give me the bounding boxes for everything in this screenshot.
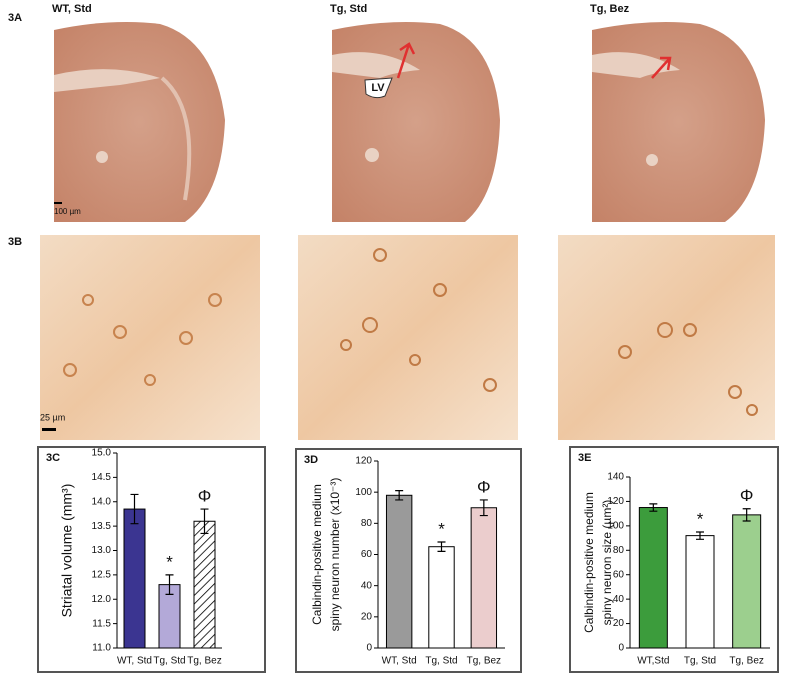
- bar: [385, 494, 413, 649]
- error-bar: [130, 493, 139, 525]
- y-tick-label: 20: [613, 618, 625, 629]
- y-tick-label: 140: [607, 472, 624, 483]
- y-tick-label: 40: [613, 594, 625, 605]
- y-tick-label: 13.0: [92, 545, 112, 556]
- micrograph: [558, 235, 775, 440]
- y-axis-label: Striatal volume (mm³): [59, 484, 75, 618]
- x-tick-label: Tg, Std: [684, 656, 716, 667]
- x-tick-label: WT, Std: [382, 656, 417, 667]
- significance-marker: *: [166, 552, 173, 571]
- y-tick-label: 14.5: [92, 472, 112, 483]
- y-tick-label: 20: [361, 611, 373, 622]
- bar: [193, 520, 216, 649]
- x-tick-label: WT, Std: [117, 656, 152, 667]
- y-tick-label: 80: [361, 518, 373, 529]
- error-bar: [696, 531, 704, 540]
- chart-frame: [37, 446, 266, 673]
- panel-label: 3B: [8, 236, 22, 248]
- y-tick-label: 11.0: [92, 643, 111, 654]
- brain-section: [54, 22, 225, 222]
- x-tick-label: Tg, Bez: [187, 656, 221, 667]
- y-tick-label: 120: [355, 456, 372, 467]
- y-tick-label: 120: [607, 496, 624, 507]
- y-tick-label: 0: [618, 643, 624, 654]
- bar: [428, 546, 455, 649]
- bar: [470, 507, 498, 649]
- x-tick-label: Tg, Bez: [729, 656, 763, 667]
- scale-bar-label: 25 µm: [40, 412, 65, 422]
- panel-label: 3D: [304, 454, 318, 466]
- bar: [685, 535, 715, 649]
- error-bar: [437, 541, 446, 552]
- panel-title: Tg, Bez: [590, 3, 630, 15]
- y-tick-label: 100: [607, 520, 624, 531]
- y-tick-label: 12.0: [92, 594, 112, 605]
- x-tick-label: Tg, Std: [153, 656, 185, 667]
- x-tick-label: Tg, Bez: [467, 656, 501, 667]
- y-tick-label: 13.5: [92, 521, 112, 532]
- x-tick-label: WT,Std: [637, 656, 669, 667]
- panel-title: WT, Std: [52, 3, 92, 15]
- y-axis-label: spiny neuron size (µm²): [600, 500, 614, 626]
- error-bar: [479, 499, 488, 517]
- significance-marker: Φ: [198, 487, 212, 506]
- y-axis-label: spiny neuron number (x10⁻³): [328, 478, 342, 632]
- bar: [123, 508, 146, 649]
- y-tick-label: 0: [366, 643, 372, 654]
- brain-section: [592, 22, 765, 222]
- error-bar: [742, 508, 751, 522]
- y-tick-label: 12.5: [92, 570, 112, 581]
- y-tick-label: 100: [355, 487, 372, 498]
- brain-section: [332, 22, 500, 222]
- bar: [638, 507, 668, 649]
- error-bar: [200, 508, 209, 535]
- y-tick-label: 80: [613, 545, 625, 556]
- significance-marker: Φ: [477, 477, 491, 496]
- y-axis-label: Calbindin-positive medium: [310, 484, 324, 625]
- y-tick-label: 40: [361, 580, 373, 591]
- x-tick-label: Tg, Std: [425, 656, 457, 667]
- panel-label: 3E: [578, 452, 591, 464]
- significance-marker: *: [438, 520, 445, 539]
- y-tick-label: 14.0: [92, 496, 112, 507]
- significance-marker: *: [697, 509, 704, 528]
- panel-title: Tg, Std: [330, 3, 367, 15]
- error-bar: [165, 574, 174, 595]
- y-tick-label: 60: [613, 569, 625, 580]
- bar: [732, 514, 762, 649]
- micrograph: [298, 235, 518, 440]
- micrograph: [40, 235, 260, 440]
- panel-label: 3C: [46, 452, 60, 464]
- y-tick-label: 15.0: [92, 448, 112, 459]
- y-axis-label: Calbindin-positive medium: [582, 492, 596, 633]
- y-tick-label: 60: [361, 549, 373, 560]
- significance-marker: Φ: [740, 486, 754, 505]
- panel-label: 3A: [8, 12, 22, 24]
- error-bar: [649, 503, 658, 512]
- lv-label: LV: [371, 82, 385, 94]
- error-bar: [395, 490, 404, 501]
- scale-bar-label: 100 µm: [54, 207, 81, 216]
- y-tick-label: 11.5: [92, 618, 111, 629]
